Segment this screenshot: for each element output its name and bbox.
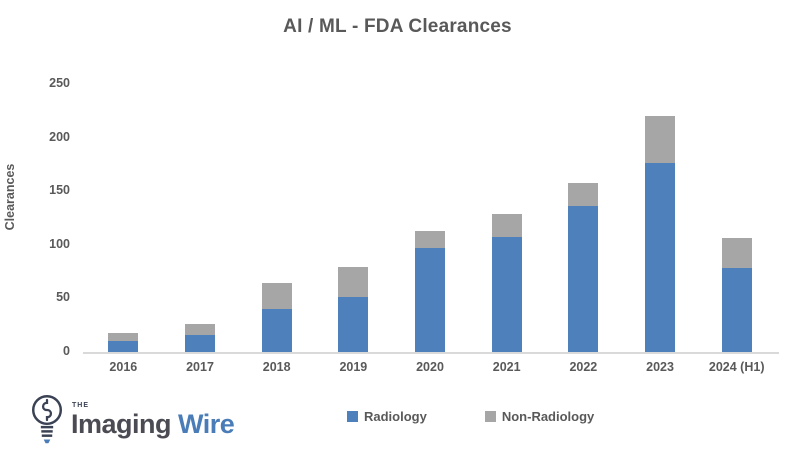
bar-slot-2024-h1 [698, 84, 775, 352]
x-tick-label-2016: 2016 [109, 360, 138, 374]
bar-2023 [645, 116, 676, 352]
logo-text: THE Imaging Wire [71, 401, 235, 440]
bar-segment-non-radiology-2020 [415, 230, 446, 249]
bar-2017 [185, 324, 215, 352]
x-tick-label-2017: 2017 [186, 360, 214, 374]
bar-2016 [108, 332, 139, 352]
bar-segment-non-radiology-2023 [645, 116, 676, 164]
bar-segment-radiology-2020 [415, 248, 446, 352]
chart-legend: Radiology Non-Radiology [347, 409, 594, 424]
imaging-wire-logo: THE Imaging Wire [28, 391, 235, 449]
bar-segment-radiology-2016 [108, 341, 139, 352]
legend-label-non-radiology: Non-Radiology [501, 409, 595, 424]
bar-segment-radiology-2023 [645, 163, 676, 352]
bar-segment-non-radiology-2017 [185, 324, 215, 335]
bar-slot-2018 [238, 84, 315, 352]
bar-segment-non-radiology-2022 [568, 182, 599, 207]
bar-2018 [261, 283, 292, 352]
bar-segment-radiology-2024-h1 [721, 268, 752, 352]
lightbulb-icon [31, 395, 63, 444]
legend-swatch-radiology [347, 411, 358, 422]
x-axis-line [83, 352, 779, 354]
bar-segment-radiology-2021 [491, 237, 522, 352]
y-tick-label-0: 0 [63, 344, 70, 358]
y-tick-label-250: 250 [49, 76, 70, 90]
bar-slot-2020 [392, 84, 469, 352]
bar-segment-radiology-2017 [185, 334, 215, 352]
legend-swatch-non-radiology [484, 411, 496, 422]
x-tick-label-2019: 2019 [339, 360, 368, 374]
legend-item-non-radiology: Non-Radiology [484, 409, 595, 424]
bar-2021 [491, 213, 522, 352]
logo-imaging: Imaging [71, 408, 172, 439]
y-tick-label-100: 100 [49, 236, 70, 251]
plot-area [85, 84, 775, 352]
bar-segment-non-radiology-2016 [108, 332, 139, 342]
y-tick-label-50: 50 [56, 290, 70, 305]
bar-segment-non-radiology-2018 [261, 283, 292, 310]
x-tick-label-2020: 2020 [416, 360, 444, 374]
bar-segment-radiology-2022 [568, 206, 599, 352]
bar-segment-radiology-2018 [261, 309, 292, 352]
x-tick-label-2023: 2023 [646, 360, 674, 374]
y-tick-label-200: 200 [49, 129, 70, 144]
bar-slot-2021 [468, 84, 545, 352]
bar-slot-2019 [315, 84, 392, 352]
legend-item-radiology: Radiology [347, 409, 427, 424]
bar-segment-non-radiology-2024-h1 [721, 238, 752, 269]
bar-slot-2016 [85, 84, 162, 352]
x-axis-labels: 2016 2017 2018 2019 2020 2021 2022 2023 2024 (H1… [85, 360, 775, 374]
bar-2020 [415, 230, 446, 352]
x-tick-label-2021: 2021 [492, 360, 521, 374]
x-tick-label-2024-h1: 2024 (H1) [708, 360, 765, 374]
y-tick-label-150: 150 [49, 183, 70, 198]
bar-2019 [338, 267, 369, 352]
bar-2024-h1 [721, 238, 752, 352]
bar-segment-radiology-2019 [338, 297, 369, 352]
logo-the: THE [72, 401, 89, 409]
x-tick-label-2018: 2018 [262, 360, 291, 374]
bar-slot-2022 [545, 84, 622, 352]
y-axis-ticks: 0 50 100 150 200 250 [0, 76, 70, 358]
x-tick-label-2022: 2022 [569, 360, 598, 374]
logo-wire: Wire [178, 408, 235, 439]
legend-label-radiology: Radiology [364, 409, 427, 424]
bar-segment-non-radiology-2019 [338, 267, 369, 298]
bar-2022 [568, 182, 599, 352]
chart-title: AI / ML - FDA Clearances [283, 16, 512, 37]
bar-segment-non-radiology-2021 [491, 213, 522, 238]
bar-slot-2017 [162, 84, 239, 352]
bar-slot-2023 [622, 84, 699, 352]
